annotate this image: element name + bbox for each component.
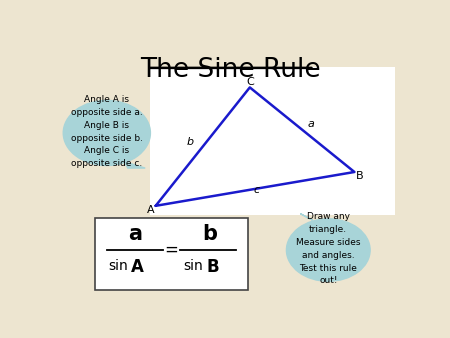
Text: A: A <box>147 205 154 215</box>
FancyBboxPatch shape <box>150 67 395 215</box>
Text: B: B <box>206 258 219 276</box>
FancyBboxPatch shape <box>94 218 248 290</box>
Text: sin: sin <box>108 259 128 273</box>
Circle shape <box>63 100 150 166</box>
Text: A: A <box>131 258 144 276</box>
Text: Angle A is
opposite side a.
Angle B is
opposite side b.
Angle C is
opposite side: Angle A is opposite side a. Angle B is o… <box>71 95 143 168</box>
Text: B: B <box>356 171 364 181</box>
Text: sin: sin <box>183 259 202 273</box>
Text: a: a <box>128 224 142 244</box>
Text: =: = <box>164 241 178 259</box>
Text: C: C <box>246 77 254 87</box>
Polygon shape <box>124 162 145 168</box>
Text: c: c <box>254 185 260 195</box>
Circle shape <box>287 219 370 281</box>
Text: b: b <box>187 137 194 147</box>
Text: b: b <box>202 224 217 244</box>
Polygon shape <box>301 214 313 220</box>
Text: a: a <box>307 119 314 129</box>
Text: Draw any
triangle.
Measure sides
and angles.
Test this rule
out!: Draw any triangle. Measure sides and ang… <box>296 212 360 285</box>
Text: The Sine Rule: The Sine Rule <box>140 57 321 83</box>
